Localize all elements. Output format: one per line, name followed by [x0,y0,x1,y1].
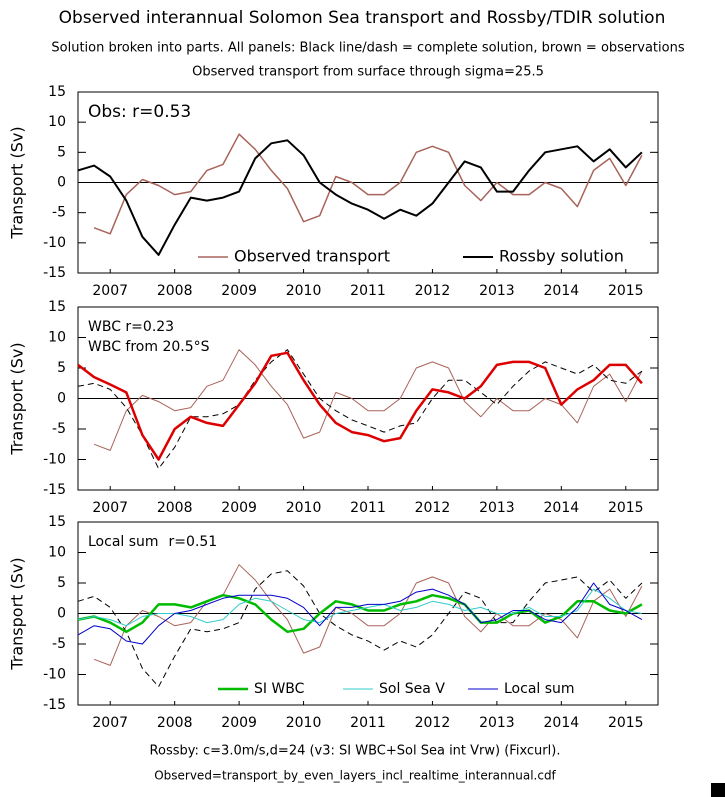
y-tick-label: 0 [57,175,66,191]
footer: Observed=transport_by_even_layers_incl_r… [154,769,556,783]
footer: Rossby: c=3.0m/s,d=24 (v3: SI WBC+Sol Se… [150,744,561,759]
legend-label: Rossby solution [499,247,624,266]
y-tick-label: -5 [52,636,66,652]
y-tick-label: 10 [48,114,66,130]
y-tick-label: -5 [52,421,66,437]
y-tick-label: -10 [43,452,66,468]
x-tick-label: 2013 [479,283,515,299]
y-axis-label: Transport (Sv) [8,342,27,455]
y-tick-label: 0 [57,391,66,407]
legend-label: Sol Sea V [379,681,445,697]
x-tick-label: 2008 [157,283,193,299]
data-line [77,139,643,256]
x-tick-label: 2011 [350,500,386,516]
x-tick-label: 2009 [221,283,257,299]
x-tick-label: 2007 [92,283,128,299]
annotation: Obs: r=0.53 [88,102,191,122]
y-axis-label: Transport (Sv) [8,126,27,239]
y-tick-label: -15 [43,697,66,713]
y-tick-label: 5 [57,144,66,160]
y-tick-label: 5 [57,360,66,376]
y-tick-label: 10 [48,330,66,346]
data-line [77,570,643,688]
x-tick-label: 2009 [221,500,257,516]
annotation: WBC from 20.5°S [88,339,210,355]
y-tick-label: 0 [57,606,66,622]
x-tick-label: 2014 [544,715,580,731]
x-tick-label: 2008 [157,500,193,516]
x-tick-label: 2010 [286,715,322,731]
y-tick-label: -10 [43,235,66,251]
legend-label: Observed transport [234,247,390,266]
y-tick-label: 15 [48,514,66,530]
y-tick-label: -15 [43,265,66,281]
y-tick-label: -10 [43,667,66,683]
x-tick-label: 2015 [608,500,644,516]
y-tick-label: 5 [57,575,66,591]
y-tick-label: -15 [43,482,66,498]
annotation: WBC r=0.23 [88,319,174,335]
data-line [93,564,643,666]
x-tick-label: 2015 [608,715,644,731]
x-tick-label: 2013 [479,715,515,731]
x-tick-label: 2012 [415,283,451,299]
x-tick-label: 2014 [544,500,580,516]
y-tick-label: -5 [52,205,66,221]
subtitle: Solution broken into parts. All panels: … [51,41,684,56]
subtitle: Observed transport from surface through … [192,65,544,80]
x-tick-label: 2014 [544,283,580,299]
x-tick-label: 2013 [479,500,515,516]
data-line [77,582,643,645]
y-tick-label: 15 [48,84,66,100]
legend-label: Local sum [504,681,575,697]
x-tick-label: 2015 [608,283,644,299]
x-tick-label: 2010 [286,283,322,299]
data-line [93,133,643,235]
y-tick-label: 10 [48,545,66,561]
x-tick-label: 2007 [92,715,128,731]
title: Observed interannual Solomon Sea transpo… [59,8,666,28]
x-tick-label: 2011 [350,283,386,299]
x-tick-label: 2008 [157,715,193,731]
y-axis-label: Transport (Sv) [8,557,27,670]
x-tick-label: 2012 [415,715,451,731]
x-tick-label: 2009 [221,715,257,731]
corner-mark [711,783,725,797]
data-line [93,349,643,451]
x-tick-label: 2012 [415,500,451,516]
x-tick-label: 2010 [286,500,322,516]
annotation: r=0.51 [169,534,218,550]
x-tick-label: 2011 [350,715,386,731]
legend-label: SI WBC [254,681,305,697]
data-line [77,593,643,634]
x-tick-label: 2007 [92,500,128,516]
data-line [77,351,643,461]
data-line [77,588,642,627]
y-tick-label: 15 [48,299,66,315]
annotation: Local sum [88,534,159,550]
